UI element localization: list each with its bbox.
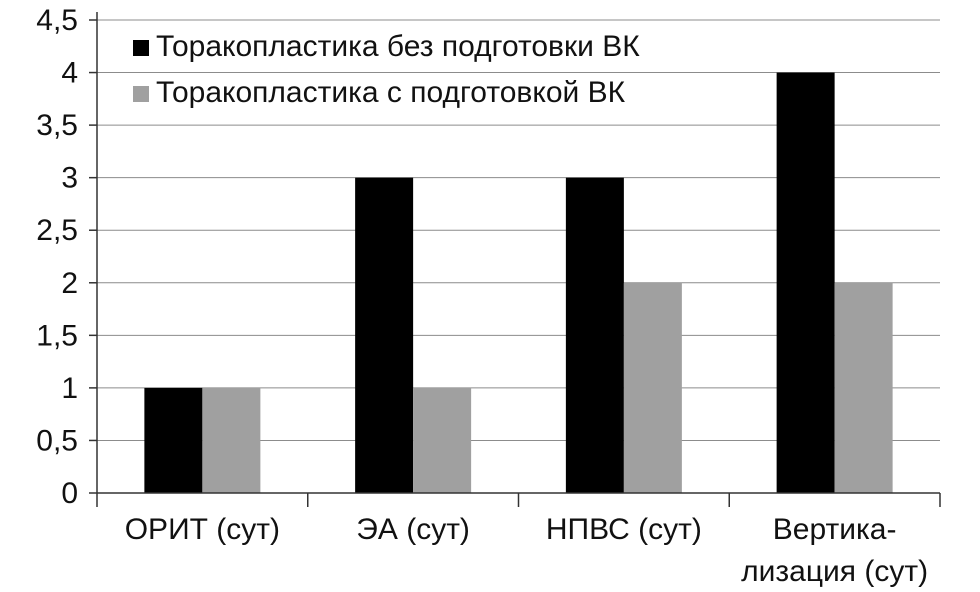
y-tick-label: 1 (61, 372, 78, 405)
bar-with-preparation (202, 387, 261, 493)
y-tick-label: 2 (61, 267, 78, 300)
x-category-label: ОРИТ (сут) (125, 513, 280, 546)
y-tick-label: 4 (61, 57, 78, 90)
y-tick-label: 3,5 (36, 109, 78, 142)
x-category-label: Вертика- (773, 513, 897, 546)
legend-swatch (133, 86, 149, 102)
bar-without-preparation (565, 177, 624, 493)
legend-swatch (133, 40, 149, 56)
x-category-label: лизация (сут) (741, 555, 928, 588)
bar-without-preparation (776, 72, 835, 494)
y-tick-labels: 0 0,5 1 1,5 2 2,5 3 3,5 4 4,5 (36, 4, 78, 510)
bar-without-preparation (144, 387, 203, 493)
x-category-labels: ОРИТ (сут) ЭА (сут) НПВС (сут) Вертика-лиза… (125, 513, 928, 588)
legend-label: Торакопластика без подготовки ВК (156, 30, 640, 63)
y-tick-label: 1,5 (36, 319, 78, 352)
x-category-label: ЭА (сут) (356, 513, 470, 546)
legend-label: Торакопластика с подготовкой ВК (156, 76, 626, 109)
y-tick-label: 0 (61, 477, 78, 510)
bar-without-preparation (355, 177, 414, 493)
bar-with-preparation (834, 282, 893, 493)
y-tick-label: 3 (61, 162, 78, 195)
y-tick-label: 4,5 (36, 4, 78, 37)
legend: Торакопластика без подготовки ВК Торакопл… (133, 30, 640, 109)
bar-with-preparation (413, 387, 472, 493)
axes (89, 12, 941, 507)
bar-with-preparation (623, 282, 682, 493)
y-tick-label: 2,5 (36, 214, 78, 247)
bars (144, 72, 893, 494)
x-category-label: НПВС (сут) (546, 513, 702, 546)
y-tick-label: 0,5 (36, 424, 78, 457)
